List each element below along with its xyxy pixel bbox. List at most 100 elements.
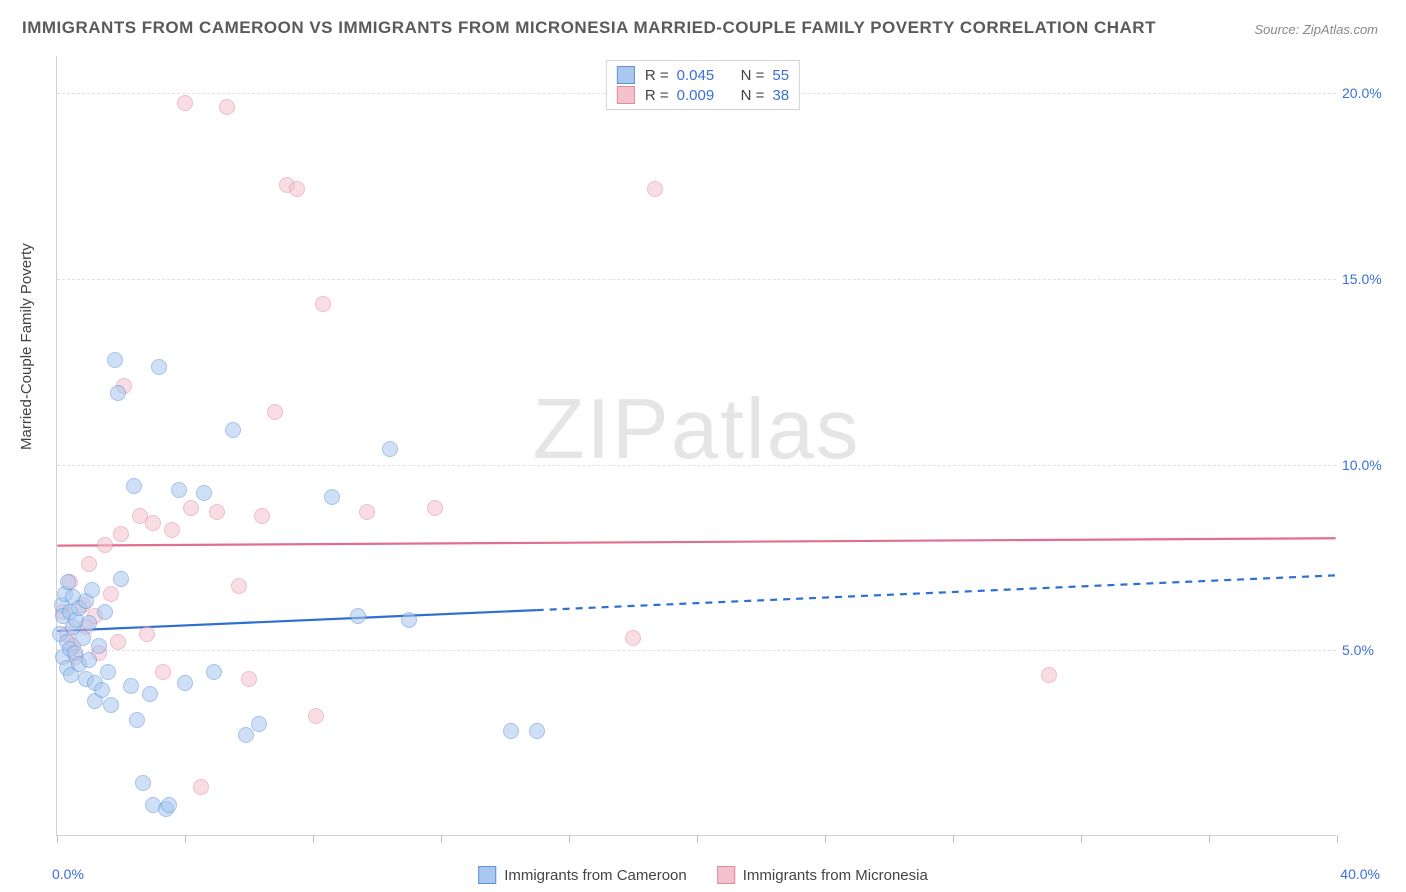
data-point-cameroon (206, 664, 222, 680)
swatch-cameroon-icon (617, 66, 635, 84)
swatch-cameroon-icon (478, 866, 496, 884)
plot-area: ZIPatlas 5.0%10.0%15.0%20.0% (56, 56, 1336, 836)
data-point-micronesia (193, 779, 209, 795)
data-point-cameroon (81, 615, 97, 631)
x-tick (953, 835, 954, 843)
data-point-micronesia (183, 500, 199, 516)
legend-row-cameroon: R = 0.045 N = 55 (617, 65, 789, 85)
chart-title: IMMIGRANTS FROM CAMEROON VS IMMIGRANTS F… (22, 18, 1156, 38)
legend-label-micronesia: Immigrants from Micronesia (743, 867, 928, 884)
n-label: N = (741, 67, 765, 84)
data-point-cameroon (60, 574, 76, 590)
data-point-cameroon (129, 712, 145, 728)
r-label: R = (645, 87, 669, 104)
data-point-micronesia (315, 296, 331, 312)
n-value-micronesia: 38 (772, 87, 789, 104)
gridline (57, 279, 1336, 280)
data-point-micronesia (231, 578, 247, 594)
data-point-micronesia (103, 586, 119, 602)
r-value-micronesia: 0.009 (677, 87, 725, 104)
x-tick (825, 835, 826, 843)
data-point-micronesia (254, 508, 270, 524)
legend-item-micronesia: Immigrants from Micronesia (717, 866, 928, 884)
data-point-micronesia (241, 671, 257, 687)
swatch-micronesia-icon (717, 866, 735, 884)
data-point-micronesia (113, 526, 129, 542)
data-point-cameroon (84, 582, 100, 598)
y-tick-label: 20.0% (1342, 85, 1392, 101)
data-point-micronesia (81, 556, 97, 572)
data-point-micronesia (110, 634, 126, 650)
data-point-micronesia (145, 515, 161, 531)
x-tick (697, 835, 698, 843)
data-point-cameroon (123, 678, 139, 694)
data-point-micronesia (177, 95, 193, 111)
data-point-cameroon (113, 571, 129, 587)
data-point-cameroon (350, 608, 366, 624)
gridline (57, 465, 1336, 466)
data-point-cameroon (135, 775, 151, 791)
x-tick (1209, 835, 1210, 843)
data-point-cameroon (161, 797, 177, 813)
trend-line (57, 538, 1335, 545)
data-point-cameroon (103, 697, 119, 713)
data-point-cameroon (107, 352, 123, 368)
data-point-micronesia (427, 500, 443, 516)
data-point-micronesia (647, 181, 663, 197)
x-tick (1337, 835, 1338, 843)
data-point-cameroon (251, 716, 267, 732)
data-point-cameroon (324, 489, 340, 505)
x-tick (313, 835, 314, 843)
legend-row-micronesia: R = 0.009 N = 38 (617, 85, 789, 105)
r-value-cameroon: 0.045 (677, 67, 725, 84)
r-label: R = (645, 67, 669, 84)
data-point-cameroon (529, 723, 545, 739)
data-point-cameroon (94, 682, 110, 698)
gridline (57, 650, 1336, 651)
data-point-micronesia (625, 630, 641, 646)
data-point-cameroon (126, 478, 142, 494)
x-axis-max-label: 40.0% (1340, 866, 1380, 882)
trend-line (537, 575, 1336, 610)
data-point-micronesia (1041, 667, 1057, 683)
x-tick (569, 835, 570, 843)
x-tick (441, 835, 442, 843)
y-tick-label: 5.0% (1342, 642, 1392, 658)
y-axis-label: Married-Couple Family Poverty (18, 243, 35, 450)
y-tick-label: 10.0% (1342, 457, 1392, 473)
x-axis-min-label: 0.0% (52, 866, 84, 882)
data-point-cameroon (110, 385, 126, 401)
trend-lines-layer (57, 56, 1336, 835)
x-tick (1081, 835, 1082, 843)
x-tick (57, 835, 58, 843)
data-point-cameroon (196, 485, 212, 501)
data-point-micronesia (289, 181, 305, 197)
source-attribution: Source: ZipAtlas.com (1254, 22, 1378, 37)
data-point-cameroon (97, 604, 113, 620)
data-point-cameroon (151, 359, 167, 375)
data-point-cameroon (100, 664, 116, 680)
data-point-cameroon (81, 652, 97, 668)
data-point-cameroon (91, 638, 107, 654)
data-point-micronesia (97, 537, 113, 553)
legend-item-cameroon: Immigrants from Cameroon (478, 866, 687, 884)
correlation-legend: R = 0.045 N = 55 R = 0.009 N = 38 (606, 60, 800, 110)
data-point-cameroon (171, 482, 187, 498)
x-tick (185, 835, 186, 843)
data-point-cameroon (401, 612, 417, 628)
data-point-micronesia (139, 626, 155, 642)
data-point-micronesia (209, 504, 225, 520)
data-point-micronesia (308, 708, 324, 724)
legend-label-cameroon: Immigrants from Cameroon (504, 867, 687, 884)
series-legend: Immigrants from Cameroon Immigrants from… (478, 866, 928, 884)
data-point-micronesia (155, 664, 171, 680)
data-point-cameroon (177, 675, 193, 691)
trend-line (57, 610, 536, 631)
n-label: N = (741, 87, 765, 104)
data-point-cameroon (225, 422, 241, 438)
swatch-micronesia-icon (617, 86, 635, 104)
data-point-cameroon (142, 686, 158, 702)
data-point-cameroon (382, 441, 398, 457)
data-point-cameroon (503, 723, 519, 739)
data-point-micronesia (219, 99, 235, 115)
